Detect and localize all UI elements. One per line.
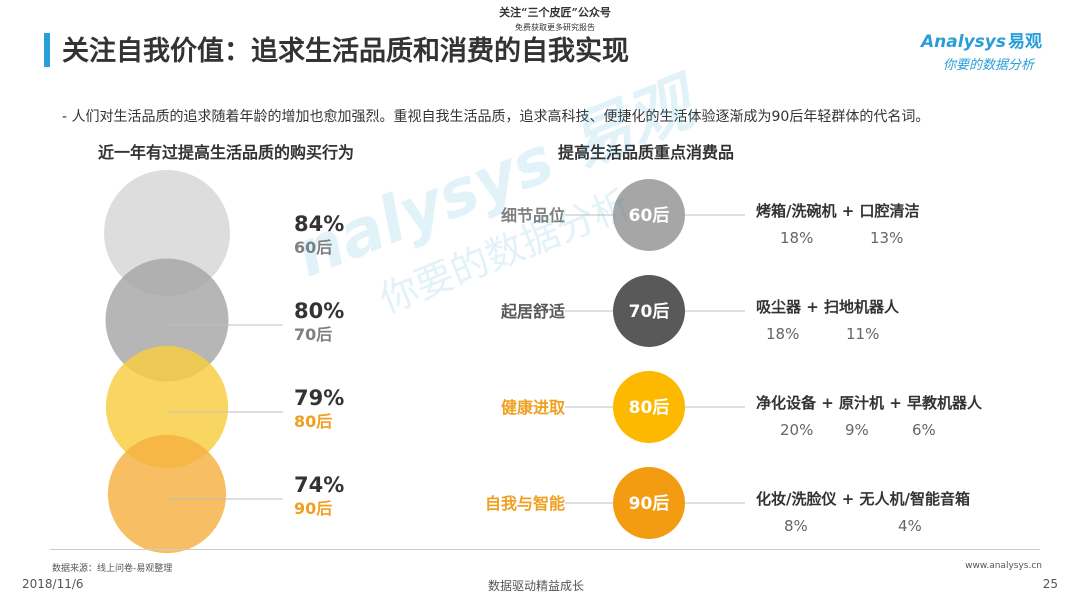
category-label-90后: 自我与智能 — [485, 494, 565, 513]
bubble-value-80后: 79% — [294, 386, 344, 410]
logo-brand: nalysys — [934, 32, 1006, 52]
generation-circle-label-80后: 80后 — [629, 398, 670, 418]
bubble-90后 — [107, 434, 227, 554]
data-source: 数据来源：线上问卷-易观整理 — [52, 564, 173, 574]
items-70后: 吸尘器 + 扫地机器人 — [756, 298, 900, 316]
bubble-60后 — [104, 170, 230, 296]
items-60后: 烤箱/洗碗机 + 口腔清洁 — [756, 202, 920, 220]
bubble-value-90后: 74% — [294, 473, 344, 497]
generation-circle-90后 — [613, 467, 685, 539]
generation-circle-80后 — [613, 371, 685, 443]
promo-line-2: 免费获取更多研究报告 — [515, 23, 595, 32]
item-value-70后-1: 11% — [846, 325, 879, 343]
description-text: - 人们对生活品质的追求随着年龄的增加也愈加强烈。重视自我生活品质，追求高科技、… — [62, 109, 930, 125]
generation-circle-label-90后: 90后 — [629, 494, 670, 514]
analysys-logo: Analysys 易观 你要的数据分析 — [921, 27, 1061, 73]
right-chart-title: 提高生活品质重点消费品 — [558, 143, 735, 162]
item-value-60后-0: 18% — [780, 229, 813, 247]
logo-tagline: 你要的数据分析 — [943, 58, 1035, 73]
bubble-generation-90后: 90后 — [294, 499, 332, 518]
category-label-80后: 健康进取 — [501, 398, 565, 417]
item-value-80后-2: 6% — [912, 421, 936, 439]
website-link: www.analysys.cn — [965, 561, 1042, 571]
generation-circle-label-60后: 60后 — [629, 206, 670, 226]
report-date: 2018/11/6 — [22, 577, 84, 591]
promo-line-1: 关注“三个皮匠”公众号 — [499, 6, 611, 19]
bubble-generation-60后: 60后 — [294, 238, 332, 257]
bubble-value-70后: 80% — [294, 299, 344, 323]
logo-brand-cn: 易观 — [1007, 32, 1042, 52]
bubble-generation-70后: 70后 — [294, 325, 332, 344]
generation-circle-label-70后: 70后 — [629, 302, 670, 322]
item-value-80后-0: 20% — [780, 421, 813, 439]
footer-divider — [50, 549, 1040, 550]
category-label-70后: 起居舒适 — [500, 302, 565, 321]
item-value-70后-0: 18% — [766, 325, 799, 343]
promo-banner: 关注“三个皮匠”公众号 免费获取更多研究报告 — [470, 4, 640, 33]
item-value-80后-1: 9% — [845, 421, 869, 439]
bubble-70后 — [105, 258, 229, 382]
items-80后: 净化设备 + 原汁机 + 早教机器人 — [756, 394, 983, 412]
bubble-value-60后: 84% — [294, 212, 344, 236]
items-90后: 化妆/洗脸仪 + 无人机/智能音箱 — [756, 490, 970, 508]
category-label-60后: 细节品位 — [501, 206, 565, 225]
generation-circle-60后 — [613, 179, 685, 251]
logo-brand-prefix: A — [921, 32, 935, 52]
generation-circle-70后 — [613, 275, 685, 347]
footer-slogan: 数据驱动精益成长 — [488, 579, 585, 593]
item-value-90后-0: 8% — [784, 517, 808, 535]
title-accent-bar — [44, 33, 50, 67]
item-value-60后-1: 13% — [870, 229, 903, 247]
bubble-generation-80后: 80后 — [294, 412, 332, 431]
page-title: 关注自我价值：追求生活品质和消费的自我实现 — [62, 36, 629, 67]
left-chart-title: 近一年有过提高生活品质的购买行为 — [98, 143, 355, 162]
page-number: 25 — [1042, 577, 1058, 591]
item-value-90后-1: 4% — [898, 517, 922, 535]
bubble-80后 — [105, 345, 229, 469]
